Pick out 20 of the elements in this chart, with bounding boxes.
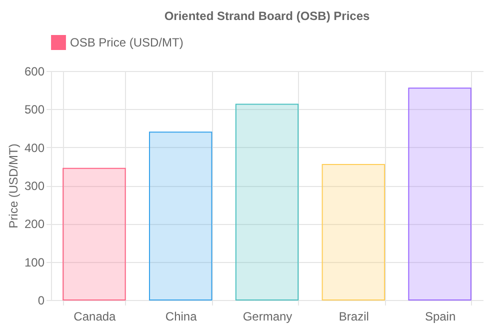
y-tick-label: 400 [24, 140, 45, 155]
bar [235, 104, 299, 300]
y-tick-label: 300 [24, 179, 45, 193]
x-tick-label: China [165, 310, 198, 324]
legend-label: OSB Price (USD/MT) [70, 36, 184, 50]
x-tick-label: Canada [74, 310, 116, 324]
y-axis-title: Price (USD/MT) [6, 144, 20, 228]
bar [322, 164, 386, 300]
bar [62, 168, 126, 300]
y-tick-label: 200 [24, 217, 45, 232]
y-tick-label: 0 [38, 294, 45, 308]
x-tick-label: Spain [424, 310, 456, 324]
y-tick-label: 500 [24, 102, 45, 117]
y-tick-label: 100 [24, 255, 45, 270]
x-tick-label: Germany [242, 310, 292, 324]
x-tick-label: Brazil [338, 310, 369, 324]
bar [408, 88, 472, 300]
chart-title: Oriented Strand Board (OSB) Prices [164, 9, 370, 23]
y-tick-label: 600 [24, 64, 45, 78]
bar [148, 132, 212, 300]
